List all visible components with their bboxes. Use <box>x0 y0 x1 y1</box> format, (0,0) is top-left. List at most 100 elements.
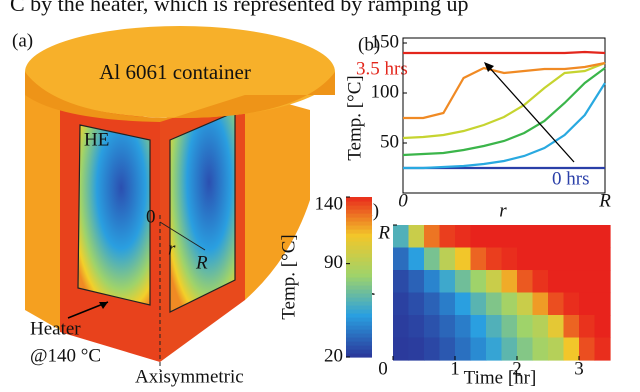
heat-cell <box>486 337 503 361</box>
heat-cell <box>455 315 472 339</box>
colorbar-step <box>346 253 372 258</box>
colorbar-step <box>346 205 372 210</box>
x-tick-label: 3 <box>574 358 584 379</box>
axisymmetric-label: Axisymmetric <box>135 366 244 387</box>
heat-cell <box>455 337 472 361</box>
annotation: 3.5 hrs <box>356 58 408 79</box>
heat-cell <box>517 292 534 316</box>
heat-cell <box>424 247 441 271</box>
heat-cell <box>594 292 611 316</box>
heat-cell <box>424 315 441 339</box>
colorbar-step <box>346 225 372 230</box>
heat-cell <box>470 247 487 271</box>
heat-cell <box>486 270 503 294</box>
radius-line <box>159 221 206 251</box>
header-text: C by the heater, which is represented by… <box>10 0 469 16</box>
annotation-arrow <box>487 65 575 163</box>
heat-cell <box>594 270 611 294</box>
heat-cell <box>532 224 549 249</box>
heater-label: Heater <box>30 318 81 339</box>
colorbar-step <box>346 309 372 314</box>
heat-cell <box>393 315 410 339</box>
colorbar-step <box>346 301 372 306</box>
outer-wall-right <box>245 92 310 300</box>
colorbar-step <box>346 245 372 250</box>
heat-cell <box>455 270 472 294</box>
heat-cell <box>594 337 611 361</box>
heat-cell <box>393 337 410 361</box>
colorbar-step <box>346 261 372 266</box>
heat-cell <box>424 224 441 249</box>
x-tick-label: 1 <box>450 358 460 379</box>
colorbar-step <box>346 229 372 234</box>
x-axis-title: r <box>499 200 507 221</box>
colorbar-step <box>346 249 372 254</box>
heat-cell <box>393 247 410 271</box>
heat-cell <box>594 315 611 339</box>
heat-cell <box>393 270 410 294</box>
y-tick-label: 150 <box>371 31 400 52</box>
heat-cell <box>548 292 565 316</box>
colorbar-step <box>346 321 372 326</box>
colorbar-tick-label: 140 <box>315 193 344 214</box>
heat-cell <box>486 292 503 316</box>
heat-cell <box>470 337 487 361</box>
colorbar-step <box>346 349 372 354</box>
container-label: Al 6061 container <box>99 60 251 84</box>
colorbar-step <box>346 273 372 278</box>
heat-cell <box>517 270 534 294</box>
heat-cell <box>579 337 596 361</box>
line-series <box>403 82 606 170</box>
y-tick-label: R <box>377 222 390 243</box>
colorbar-step <box>346 353 372 358</box>
heat-cell <box>563 292 580 316</box>
r-label: r <box>168 238 176 259</box>
heat-cell <box>470 315 487 339</box>
heat-cell <box>393 224 410 249</box>
line-series <box>403 50 606 55</box>
heat-cell <box>532 292 549 316</box>
colorbar-step <box>346 329 372 334</box>
colorbar-step <box>346 313 372 318</box>
heat-cell <box>501 247 518 271</box>
heat-cell <box>470 292 487 316</box>
heat-cell <box>501 292 518 316</box>
heat-cell <box>579 224 596 249</box>
colorbar-step <box>346 277 372 282</box>
colorbar-step <box>346 297 372 302</box>
heat-cell <box>548 224 565 249</box>
colorbar-step <box>346 241 372 246</box>
heat-cell <box>408 270 425 294</box>
line-series <box>403 61 606 120</box>
heat-cell <box>486 315 503 339</box>
he-right <box>169 111 236 313</box>
annotation: 0 hrs <box>552 168 589 189</box>
colorbar-step <box>346 325 372 330</box>
heat-cell <box>501 337 518 361</box>
heat-cell <box>501 315 518 339</box>
heat-cell <box>594 224 611 249</box>
heat-cell <box>439 247 456 271</box>
heat-cell <box>424 337 441 361</box>
colorbar-step <box>346 293 372 298</box>
heater-temp: @140 °C <box>30 345 101 366</box>
origin-label: 0 <box>146 206 156 227</box>
colorbar-step <box>346 221 372 226</box>
heat-cell <box>548 270 565 294</box>
heat-cell <box>486 224 503 249</box>
heat-cell <box>517 337 534 361</box>
heat-cell <box>455 292 472 316</box>
heat-cell <box>439 224 456 249</box>
y-tick-label: 100 <box>371 81 400 102</box>
colorbar-step <box>346 289 372 294</box>
heat-cell <box>424 292 441 316</box>
outer-wall <box>25 85 60 330</box>
heat-cell <box>532 270 549 294</box>
heat-cell <box>563 337 580 361</box>
y-tick-label: 50 <box>380 131 399 152</box>
colorbar-step <box>346 257 372 262</box>
heat-cell <box>455 247 472 271</box>
colorbar-step <box>346 237 372 242</box>
heat-cell <box>408 247 425 271</box>
